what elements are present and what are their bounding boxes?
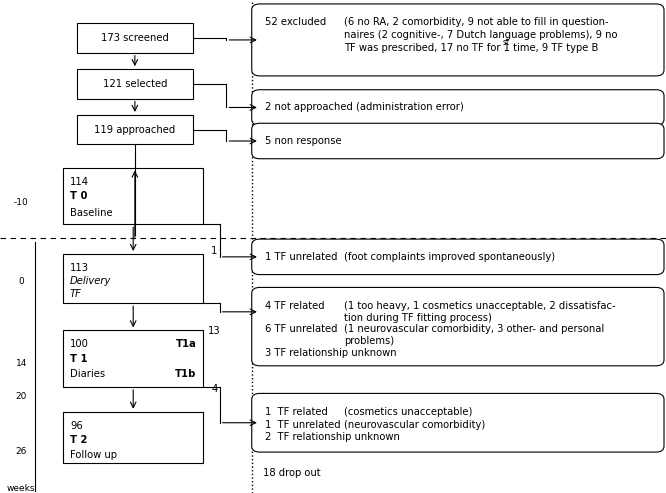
Text: naires (2 cognitive-, 7 Dutch language problems), 9 no: naires (2 cognitive-, 7 Dutch language p… <box>344 30 617 40</box>
Text: 6 TF unrelated: 6 TF unrelated <box>265 324 338 334</box>
Text: (neurovascular comorbidity): (neurovascular comorbidity) <box>344 420 485 429</box>
Text: T 0: T 0 <box>70 191 87 201</box>
Text: 26: 26 <box>15 447 27 456</box>
Text: 2  TF relationship unknown: 2 TF relationship unknown <box>265 432 400 442</box>
FancyBboxPatch shape <box>252 123 664 159</box>
Text: T1a: T1a <box>176 339 196 349</box>
Text: -10: -10 <box>14 198 29 207</box>
FancyBboxPatch shape <box>252 90 664 125</box>
Text: 173 screened: 173 screened <box>101 33 168 43</box>
Text: time, 9 TF type B: time, 9 TF type B <box>510 43 599 53</box>
Text: Follow up: Follow up <box>70 450 117 460</box>
Text: 20: 20 <box>15 392 27 401</box>
FancyBboxPatch shape <box>63 168 203 224</box>
Text: 121 selected: 121 selected <box>103 79 167 89</box>
Text: 14: 14 <box>15 359 27 368</box>
FancyBboxPatch shape <box>77 115 193 144</box>
Text: 1: 1 <box>211 246 218 256</box>
Text: 100: 100 <box>70 339 89 349</box>
Text: TF: TF <box>70 289 82 299</box>
Text: problems): problems) <box>344 336 394 346</box>
Text: 96: 96 <box>70 421 83 430</box>
Text: 114: 114 <box>70 177 89 187</box>
Text: (6 no RA, 2 comorbidity, 9 not able to fill in question-: (6 no RA, 2 comorbidity, 9 not able to f… <box>344 17 608 27</box>
Text: 4: 4 <box>211 385 218 394</box>
FancyBboxPatch shape <box>252 287 664 366</box>
Text: 52 excluded: 52 excluded <box>265 17 326 27</box>
Text: 1  TF related: 1 TF related <box>265 407 328 417</box>
FancyBboxPatch shape <box>63 330 203 387</box>
Text: 5 non response: 5 non response <box>265 136 342 146</box>
FancyBboxPatch shape <box>252 239 664 275</box>
Text: Baseline: Baseline <box>70 208 113 218</box>
Text: TF was prescribed, 17 no TF for 1: TF was prescribed, 17 no TF for 1 <box>344 43 509 53</box>
Text: tion during TF fitting process): tion during TF fitting process) <box>344 313 492 322</box>
FancyBboxPatch shape <box>252 393 664 452</box>
FancyBboxPatch shape <box>63 412 203 463</box>
Text: 113: 113 <box>70 263 89 273</box>
Text: 0: 0 <box>19 277 24 285</box>
Text: (cosmetics unacceptable): (cosmetics unacceptable) <box>344 407 472 417</box>
FancyBboxPatch shape <box>63 254 203 303</box>
Text: 1 TF unrelated: 1 TF unrelated <box>265 252 338 262</box>
Text: (1 too heavy, 1 cosmetics unacceptable, 2 dissatisfac-: (1 too heavy, 1 cosmetics unacceptable, … <box>344 301 615 311</box>
FancyBboxPatch shape <box>252 4 664 76</box>
Text: 3 TF relationship unknown: 3 TF relationship unknown <box>265 348 397 358</box>
Text: 119 approached: 119 approached <box>95 125 175 135</box>
Text: (foot complaints improved spontaneously): (foot complaints improved spontaneously) <box>344 252 555 262</box>
Text: st: st <box>502 38 509 47</box>
FancyBboxPatch shape <box>77 69 193 99</box>
Text: weeks: weeks <box>7 484 35 493</box>
Text: T 1: T 1 <box>70 354 87 364</box>
Text: T 2: T 2 <box>70 435 87 445</box>
Text: Diaries: Diaries <box>70 369 105 379</box>
Text: T1b: T1b <box>175 369 196 379</box>
Text: 18 drop out: 18 drop out <box>263 468 321 478</box>
Text: (1 neurovascular comorbidity, 3 other- and personal: (1 neurovascular comorbidity, 3 other- a… <box>344 324 604 334</box>
Text: 2 not approached (administration error): 2 not approached (administration error) <box>265 103 464 112</box>
Text: 13: 13 <box>208 326 220 336</box>
Text: 4 TF related: 4 TF related <box>265 301 325 311</box>
FancyBboxPatch shape <box>77 23 193 53</box>
Text: Delivery: Delivery <box>70 276 111 286</box>
Text: 1  TF unrelated: 1 TF unrelated <box>265 420 341 429</box>
